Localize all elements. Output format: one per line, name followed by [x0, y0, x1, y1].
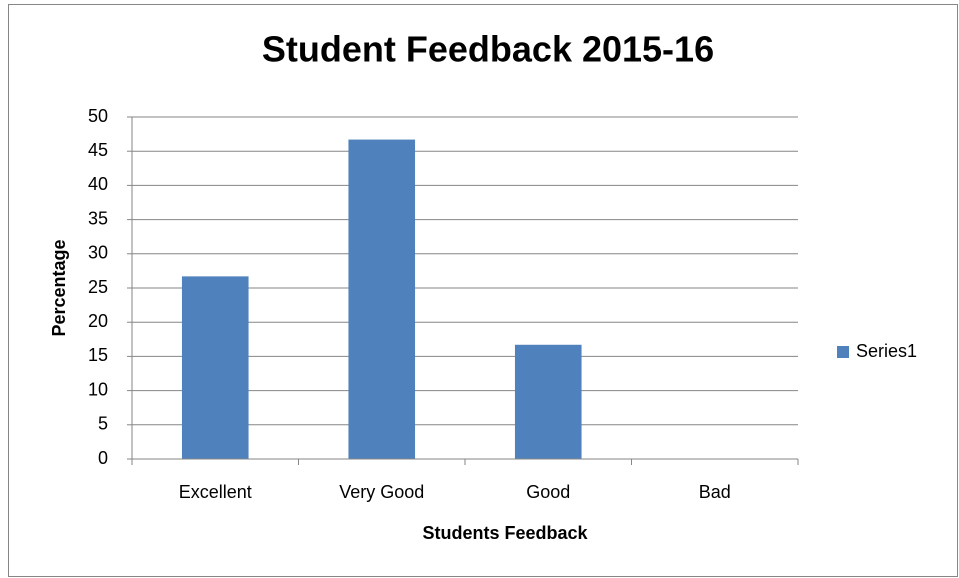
y-tick-label: 15 — [88, 345, 108, 365]
y-tick-label: 10 — [88, 379, 108, 399]
bar — [348, 139, 416, 459]
y-tick-label: 50 — [88, 106, 108, 126]
bar — [181, 276, 249, 459]
x-tick-label: Excellent — [179, 482, 252, 502]
chart-title: Student Feedback 2015-16 — [262, 29, 714, 70]
legend-label: Series1 — [856, 341, 917, 361]
x-tick-label: Very Good — [339, 482, 424, 502]
x-axis-title: Students Feedback — [422, 523, 588, 543]
y-tick-label: 20 — [88, 311, 108, 331]
y-tick-label: 35 — [88, 208, 108, 228]
y-tick-label: 30 — [88, 243, 108, 263]
y-tick-label: 5 — [98, 414, 108, 434]
x-tick-label: Bad — [699, 482, 731, 502]
x-tick-label: Good — [526, 482, 570, 502]
y-tick-label: 40 — [88, 174, 108, 194]
bar — [514, 344, 582, 459]
y-axis-title: Percentage — [49, 239, 69, 336]
y-tick-label: 0 — [98, 448, 108, 468]
legend-swatch — [837, 346, 849, 358]
y-tick-label: 25 — [88, 277, 108, 297]
chart-border — [8, 4, 958, 577]
y-tick-label: 45 — [88, 140, 108, 160]
